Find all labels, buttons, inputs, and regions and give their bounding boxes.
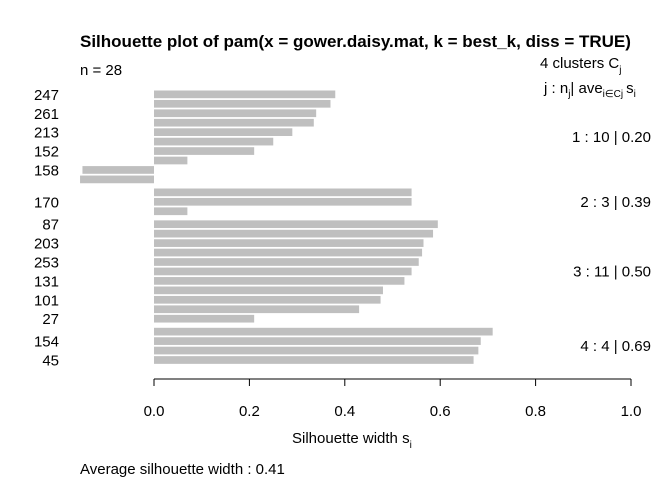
bars-group <box>80 90 493 364</box>
x-tick-label: 0.8 <box>525 403 546 420</box>
row-label: 45 <box>42 353 59 370</box>
x-tick-label: 0.0 <box>144 403 165 420</box>
row-label: 247 <box>34 87 59 104</box>
legend-header-bar: | ave <box>570 80 602 97</box>
silhouette-bar <box>154 346 479 355</box>
row-label: 213 <box>34 125 59 142</box>
silhouette-bar <box>80 175 154 184</box>
cluster-summary: 4 : 4 | 0.69 <box>580 338 651 355</box>
clusters-header-main: 4 clusters C <box>540 55 619 72</box>
legend-header: j : nj| avei∈Cj si <box>543 80 636 100</box>
n-label: n = 28 <box>80 62 122 79</box>
silhouette-bar <box>154 197 412 206</box>
legend-header-s: s <box>626 80 634 97</box>
silhouette-bar <box>154 220 438 229</box>
row-label: 170 <box>34 194 59 211</box>
silhouette-bar <box>154 327 493 336</box>
silhouette-bar <box>154 305 360 314</box>
x-tick-label: 1.0 <box>621 403 642 420</box>
clusters-header: 4 clusters Cj <box>540 55 621 76</box>
legend-header-j-sub: j <box>567 89 570 100</box>
silhouette-bar <box>154 90 336 99</box>
silhouette-bar <box>154 356 474 364</box>
row-label: 87 <box>42 217 59 234</box>
silhouette-bar <box>154 337 481 345</box>
silhouette-bar <box>154 147 255 155</box>
legend-header-ave-sub: i∈Cj <box>603 89 623 100</box>
cluster-summary: 2 : 3 | 0.39 <box>580 194 651 211</box>
x-axis-label: Silhouette width si <box>292 430 412 451</box>
row-label: 154 <box>34 334 59 351</box>
x-tick-label: 0.4 <box>334 403 355 420</box>
chart-title: Silhouette plot of pam(x = gower.daisy.m… <box>80 32 631 51</box>
silhouette-bar <box>154 207 188 216</box>
silhouette-bar <box>154 156 188 165</box>
silhouette-bar <box>154 267 412 276</box>
silhouette-bar <box>154 286 383 295</box>
average-silhouette-text: Average silhouette width : 0.41 <box>80 461 285 478</box>
silhouette-bar <box>154 295 381 304</box>
cluster-summaries-group: 1 : 10 | 0.20 2 : 3 | 0.39 3 : 11 | 0.50 4 … <box>572 129 651 355</box>
silhouette-bar <box>82 166 154 174</box>
cluster-summary: 3 : 11 | 0.50 <box>573 263 651 280</box>
silhouette-bar <box>154 137 274 146</box>
row-label: 27 <box>42 311 59 328</box>
silhouette-bar <box>154 258 419 266</box>
row-label: 253 <box>34 255 59 272</box>
row-label: 261 <box>34 106 59 123</box>
silhouette-bar <box>154 229 434 238</box>
legend-header-s-sub: i <box>634 89 636 100</box>
x-axis-label-sub: i <box>410 440 412 451</box>
row-label: 203 <box>34 236 59 253</box>
silhouette-bar <box>154 248 423 257</box>
x-tick-label: 0.2 <box>239 403 260 420</box>
clusters-header-sub: j <box>618 65 621 76</box>
silhouette-bar <box>154 188 412 197</box>
row-label: 158 <box>34 162 59 179</box>
legend-header-j: j : n <box>543 80 568 97</box>
row-label: 152 <box>34 144 59 161</box>
silhouette-bar <box>154 314 255 323</box>
silhouette-bar <box>154 128 293 136</box>
silhouette-bar <box>154 277 405 285</box>
row-label: 101 <box>34 292 59 309</box>
x-ticks-group: 0.0 0.2 0.4 0.6 0.8 1.0 <box>144 379 642 420</box>
silhouette-bar <box>154 118 314 127</box>
silhouette-bar <box>154 239 424 247</box>
silhouette-bar <box>154 109 317 118</box>
row-label: 131 <box>34 273 59 290</box>
x-axis-label-main: Silhouette width s <box>292 430 410 447</box>
x-tick-label: 0.6 <box>430 403 451 420</box>
silhouette-bar <box>154 99 331 108</box>
cluster-summary: 1 : 10 | 0.20 <box>572 129 651 146</box>
